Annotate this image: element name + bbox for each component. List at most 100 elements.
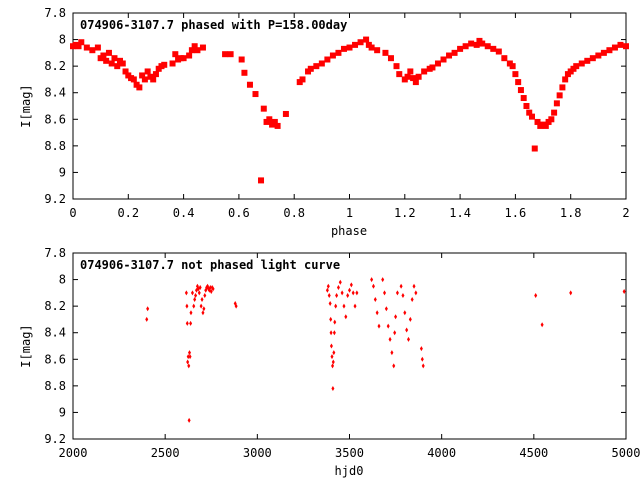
- phased-data-point: [404, 73, 411, 80]
- phased-data-point: [396, 71, 403, 78]
- unphased-data-point: [331, 386, 335, 392]
- phased-data-point: [139, 72, 146, 79]
- phased-x-tick-label: 0.8: [283, 206, 305, 220]
- unphased-x-tick-label: 5000: [612, 446, 640, 460]
- unphased-y-tick-label: 8: [59, 273, 66, 287]
- phased-data-point: [446, 52, 453, 59]
- phased-data-point: [335, 49, 342, 56]
- phased-data-point: [357, 39, 364, 46]
- unphased-data-point: [395, 290, 399, 296]
- phased-data-point: [130, 76, 137, 83]
- phased-data-point: [83, 44, 90, 51]
- phased-data-point: [595, 52, 602, 59]
- phased-data-point: [227, 51, 234, 58]
- unphased-data-point: [234, 303, 238, 309]
- phased-data-point: [271, 118, 278, 125]
- phased-x-tick-label: 0.4: [173, 206, 195, 220]
- unphased-data-point: [186, 359, 190, 365]
- phased-data-point: [346, 44, 353, 51]
- unphased-data-point: [419, 346, 423, 352]
- phased-data-point: [473, 41, 480, 48]
- phased-data-point: [329, 52, 336, 59]
- unphased-data-point: [386, 323, 390, 329]
- unphased-data-point: [208, 285, 212, 291]
- phased-data-point: [434, 60, 441, 67]
- unphased-light-curve-panel: 074906-3107.7 not phased light curve hjd…: [19, 246, 640, 478]
- phased-data-point: [468, 40, 475, 47]
- phased-x-axis-label: phase: [331, 224, 367, 238]
- unphased-data-point: [194, 293, 198, 299]
- unphased-data-point: [534, 293, 538, 299]
- phased-data-point: [222, 51, 229, 58]
- phased-data-point: [299, 76, 306, 83]
- phased-data-point: [363, 36, 370, 43]
- unphased-data-point: [332, 350, 336, 356]
- unphased-y-tick-label: 8.2: [44, 299, 66, 313]
- phased-data-point: [501, 55, 508, 62]
- unphased-data-point: [410, 297, 414, 302]
- phased-data-point: [274, 122, 281, 129]
- phased-data-point: [188, 47, 195, 54]
- unphased-y-tick-label: 9: [59, 405, 66, 419]
- unphased-y-axis-label: I[mag]: [19, 324, 33, 367]
- unphased-data-point: [329, 316, 333, 322]
- unphased-data-point: [187, 363, 191, 369]
- phased-data-point: [103, 57, 110, 64]
- phased-data-point: [589, 55, 596, 62]
- unphased-data-point: [346, 293, 350, 299]
- phased-data-point: [241, 69, 248, 76]
- phased-data-point: [421, 68, 428, 75]
- unphased-data-point: [394, 314, 398, 320]
- unphased-data-point: [201, 310, 205, 316]
- unphased-data-point: [412, 283, 416, 289]
- unphased-y-ticks: 7.8 8 8.2 8.4 8.6 8.8 9 9.2: [44, 246, 626, 446]
- phased-data-point: [393, 63, 400, 70]
- phased-data-point: [382, 49, 389, 56]
- unphased-data-point: [344, 314, 348, 320]
- unphased-data-point: [335, 293, 339, 299]
- phased-data-point: [368, 44, 375, 51]
- phased-data-point: [623, 43, 629, 50]
- phased-data-point: [105, 49, 112, 56]
- unphased-data-point: [197, 290, 201, 296]
- unphased-data-point: [401, 293, 405, 299]
- phased-data-point: [556, 92, 563, 99]
- unphased-data-point: [390, 350, 394, 356]
- unphased-data-point: [331, 359, 335, 365]
- phased-data-point: [94, 44, 101, 51]
- phased-data-point: [462, 43, 469, 50]
- phased-data-point: [410, 75, 417, 82]
- unphased-data-point: [403, 310, 407, 316]
- phased-data-point: [141, 76, 148, 83]
- phased-data-point: [246, 81, 253, 88]
- phased-y-ticks: 7.8 8 8.2 8.4 8.6 8.8 9 9.2: [44, 6, 626, 206]
- unphased-data-point: [325, 287, 329, 293]
- unphased-data-point: [384, 306, 388, 312]
- unphased-data-point: [414, 290, 418, 296]
- phased-y-tick-label: 7.8: [44, 6, 66, 20]
- unphased-data-point: [353, 303, 357, 309]
- phased-data-point: [169, 60, 176, 67]
- phased-data-point: [136, 84, 143, 91]
- unphased-data-point: [193, 297, 197, 302]
- unphased-data-point: [199, 303, 203, 309]
- unphased-data-point: [622, 289, 626, 295]
- phased-data-point: [520, 95, 527, 102]
- unphased-data-point: [399, 283, 403, 289]
- unphased-data-point: [540, 322, 544, 328]
- phased-data-point: [479, 40, 486, 47]
- unphased-data-point: [185, 303, 189, 309]
- unphased-x-tick-label: 2500: [151, 446, 180, 460]
- phased-plot-title: 074906-3107.7 phased with P=158.00day: [80, 18, 347, 32]
- unphased-data-point: [202, 306, 206, 312]
- unphased-data-point: [420, 356, 424, 362]
- phased-data-point: [440, 56, 447, 63]
- phased-data-point: [548, 116, 555, 123]
- unphased-data-point: [371, 283, 375, 289]
- phased-data-point: [606, 47, 613, 54]
- phased-data-point: [523, 103, 530, 109]
- unphased-data-point: [381, 277, 385, 283]
- phased-data-point: [451, 49, 458, 56]
- unphased-data-point: [349, 282, 353, 288]
- phased-data-point: [252, 91, 259, 98]
